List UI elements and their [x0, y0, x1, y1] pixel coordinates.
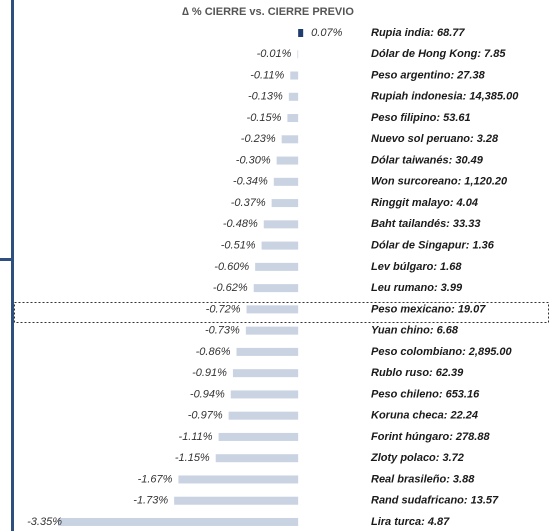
bar [236, 347, 299, 356]
category-label: Nuevo sol peruano: 3.28 [371, 133, 499, 145]
category-label: Won surcoreano: 1,120.20 [371, 176, 508, 188]
left-border [11, 0, 14, 531]
bar [215, 454, 299, 463]
bar [276, 156, 299, 165]
category-label: Dólar de Hong Kong: 7.85 [371, 48, 506, 60]
category-label: Forint húngaro: 278.88 [371, 431, 490, 443]
value-label: -0.72% [206, 303, 241, 315]
value-label: -0.48% [223, 218, 258, 230]
value-label: 0.07% [311, 27, 342, 39]
category-label: Rupiah indonesia: 14,385.00 [371, 91, 519, 103]
left-tab [0, 258, 11, 261]
bar [58, 517, 299, 526]
category-label: Peso argentino: 27.38 [371, 69, 486, 81]
bar [287, 114, 299, 123]
value-label: -0.23% [241, 133, 276, 145]
bar [230, 390, 299, 399]
bar [232, 369, 299, 378]
value-label: -0.30% [236, 154, 271, 166]
bar [297, 50, 299, 59]
value-label: -0.60% [214, 261, 249, 273]
value-label: -0.34% [233, 176, 268, 188]
value-label: -0.86% [196, 346, 231, 358]
value-label: -1.15% [175, 452, 210, 464]
category-label: Leu rumano: 3.99 [371, 282, 463, 294]
category-label: Zloty polaco: 3.72 [370, 452, 464, 464]
value-label: -0.01% [257, 48, 292, 60]
value-label: -0.62% [213, 282, 248, 294]
bar [218, 432, 299, 441]
bar [255, 262, 299, 271]
bar [228, 411, 299, 420]
value-label: -0.51% [221, 240, 256, 252]
value-label: -0.97% [188, 410, 223, 422]
category-label: Dólar de Singapur: 1.36 [371, 240, 495, 252]
category-label: Peso colombiano: 2,895.00 [371, 346, 512, 358]
value-label: -0.37% [231, 197, 266, 209]
category-label: Ringgit malayo: 4.04 [371, 197, 478, 209]
bar [281, 135, 299, 144]
value-label: -0.15% [247, 112, 282, 124]
category-label: Rand sudafricano: 13.57 [371, 495, 499, 507]
value-label: -0.73% [205, 325, 240, 337]
bar [246, 305, 299, 314]
value-label: -0.94% [190, 388, 225, 400]
category-label: Koruna checa: 22.24 [371, 410, 478, 422]
bar [263, 220, 299, 229]
bar [253, 284, 299, 293]
category-label: Peso mexicano: 19.07 [371, 303, 486, 315]
category-label: Real brasileño: 3.88 [371, 473, 475, 485]
category-label: Lira turca: 4.87 [371, 516, 450, 528]
category-label: Yuan chino: 6.68 [371, 325, 459, 337]
category-label: Peso filipino: 53.61 [371, 112, 471, 124]
value-label: -0.11% [250, 69, 284, 81]
value-label: -0.13% [248, 91, 283, 103]
bar [245, 326, 299, 335]
value-label: -0.91% [192, 367, 227, 379]
value-label: -3.35% [27, 516, 62, 528]
bar [178, 475, 299, 484]
bar [271, 199, 299, 208]
category-label: Peso chileno: 653.16 [371, 388, 480, 400]
value-label: -1.11% [179, 431, 213, 443]
category-label: Lev búlgaro: 1.68 [371, 261, 462, 273]
bar [174, 496, 299, 505]
value-label: -1.67% [138, 473, 173, 485]
category-label: Rublo ruso: 62.39 [371, 367, 464, 379]
highlight-box [14, 302, 549, 323]
value-label: -1.73% [133, 495, 168, 507]
bar [261, 241, 299, 250]
chart-title: ∆ % CIERRE vs. CIERRE PREVIO [182, 6, 354, 18]
bar [288, 92, 299, 101]
category-label: Baht tailandés: 33.33 [371, 218, 480, 230]
category-label: Dólar taiwanés: 30.49 [371, 154, 484, 166]
bar [298, 29, 304, 37]
bar [290, 71, 299, 80]
bar [273, 177, 299, 186]
category-label: Rupia india: 68.77 [371, 27, 465, 39]
